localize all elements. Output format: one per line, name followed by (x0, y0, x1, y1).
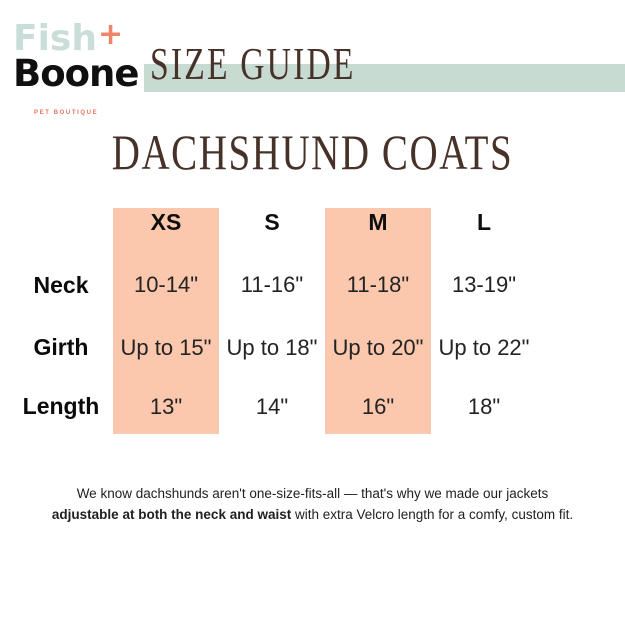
footnote-bold-phrase: adjustable at both the neck and waist (51, 507, 292, 522)
brand-logo: Fish+ Boone PET BOUTIQUE (13, 17, 139, 131)
row-label-neck: Neck (33, 271, 89, 298)
girth-m-value: Up to 20" (325, 316, 431, 379)
footnote-rest: with extra Velcro length for a comfy, cu… (291, 507, 574, 522)
logo-tagline: PET BOUTIQUE (34, 110, 99, 116)
column-header-l: L (476, 209, 492, 235)
column-header-xs: XS (113, 208, 219, 254)
girth-xs-value: Up to 15" (113, 316, 219, 379)
neck-xs-value: 10-14" (113, 254, 219, 316)
size-table: XS S M L Neck 10-14" 11-16" 11-18" 13-19… (9, 208, 537, 434)
neck-l-value: 13-19" (451, 272, 517, 297)
neck-m-value: 11-18" (325, 254, 431, 316)
length-xs-value: 13" (113, 379, 219, 434)
logo-boone-text: Boone (13, 52, 139, 95)
row-label-girth: Girth (33, 334, 89, 360)
length-m-value: 16" (325, 379, 431, 434)
length-l-value: 18" (467, 393, 501, 419)
table-corner-cell (9, 208, 113, 254)
length-s-value: 14" (255, 393, 289, 419)
row-label-length: Length (22, 393, 100, 419)
logo-fish-text: Fish (13, 18, 97, 59)
girth-s-value: Up to 18" (226, 334, 318, 360)
page-title: DACHSHUND COATS (111, 124, 514, 180)
footnote-line2: adjustable at both the neck and waist wi… (0, 504, 625, 525)
header-band (144, 64, 625, 92)
column-header-s: S (264, 209, 280, 235)
girth-l-value: Up to 22" (438, 334, 530, 360)
size-guide-heading: SIZE GUIDE (150, 38, 356, 89)
footnote-line1: We know dachshunds aren't one-size-fits-… (76, 486, 549, 501)
logo-fish-line: Fish+ (13, 17, 138, 59)
fit-footnote: We know dachshunds aren't one-size-fits-… (0, 483, 625, 525)
logo-plus-sign: + (98, 17, 124, 52)
column-header-m: M (325, 208, 431, 254)
neck-s-value: 11-16" (240, 272, 304, 297)
